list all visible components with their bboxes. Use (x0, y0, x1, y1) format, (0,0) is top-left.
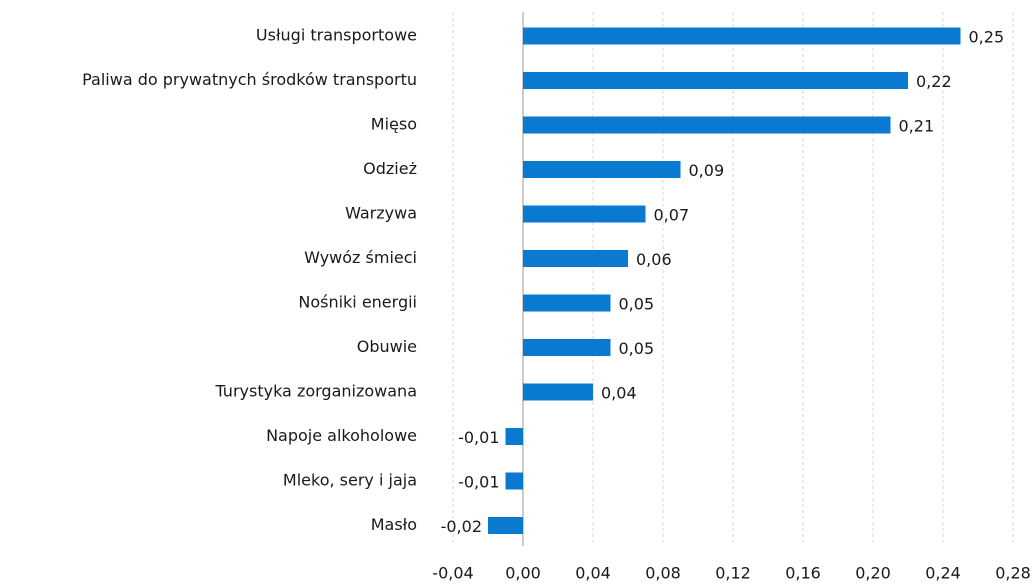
data-label: 0,25 (969, 28, 1005, 47)
bar (523, 116, 891, 134)
y-tick-label: Mleko, sery i jaja (283, 471, 417, 490)
bar (523, 250, 628, 267)
data-label: 0,06 (636, 250, 672, 269)
y-tick-label: Wywóz śmieci (304, 248, 417, 267)
y-tick-label: Odzież (363, 159, 417, 178)
x-tick-label: 0,12 (715, 564, 751, 583)
x-tick-label: 0,08 (645, 564, 681, 583)
x-tick-label: 0,04 (575, 564, 611, 583)
y-tick-label: Paliwa do prywatnych środków transportu (82, 70, 417, 89)
data-label: 0,21 (899, 117, 935, 136)
bar (505, 472, 523, 490)
x-tick-label: -0,04 (432, 564, 473, 583)
bar (523, 72, 908, 89)
bar (523, 339, 611, 356)
data-label: -0,01 (458, 428, 499, 447)
y-tick-label: Obuwie (357, 337, 417, 356)
data-label: 0,04 (601, 384, 637, 403)
y-tick-label: Nośniki energii (298, 293, 417, 312)
x-tick-label: 0,28 (995, 564, 1031, 583)
bar (523, 27, 961, 45)
bar (523, 294, 611, 312)
x-tick-label: 0,20 (855, 564, 891, 583)
y-tick-label: Mięso (371, 115, 417, 134)
bar (523, 383, 593, 401)
data-label: 0,09 (689, 161, 725, 180)
bar (488, 517, 523, 534)
data-label: 0,05 (619, 339, 655, 358)
x-tick-label: 0,24 (925, 564, 961, 583)
data-label: 0,22 (916, 72, 952, 91)
bar (523, 205, 646, 223)
x-tick-label: 0,16 (785, 564, 821, 583)
bar (505, 428, 523, 445)
x-tick-label: 0,00 (505, 564, 541, 583)
y-tick-label: Turystyka zorganizowana (214, 382, 417, 401)
y-tick-label: Masło (371, 515, 417, 534)
y-tick-label: Usługi transportowe (256, 26, 417, 45)
data-label: 0,05 (619, 295, 655, 314)
y-tick-label: Napoje alkoholowe (266, 426, 417, 445)
data-label: -0,02 (441, 517, 482, 536)
data-label: 0,07 (654, 206, 690, 225)
y-tick-label: Warzywa (345, 204, 417, 223)
bar (523, 161, 681, 178)
data-label: -0,01 (458, 473, 499, 492)
